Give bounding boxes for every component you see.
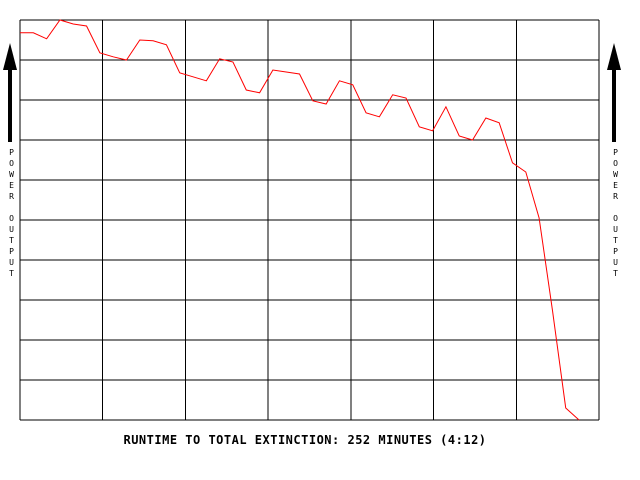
power-line [20, 19, 580, 421]
caption: RUNTIME TO TOTAL EXTINCTION: 252 MINUTES… [123, 433, 487, 447]
y-axis-label: POWER OUTPUT [7, 148, 16, 280]
y-axis-label: POWER OUTPUT [611, 148, 620, 280]
left-arrow [3, 43, 17, 142]
right-arrow [607, 43, 621, 142]
